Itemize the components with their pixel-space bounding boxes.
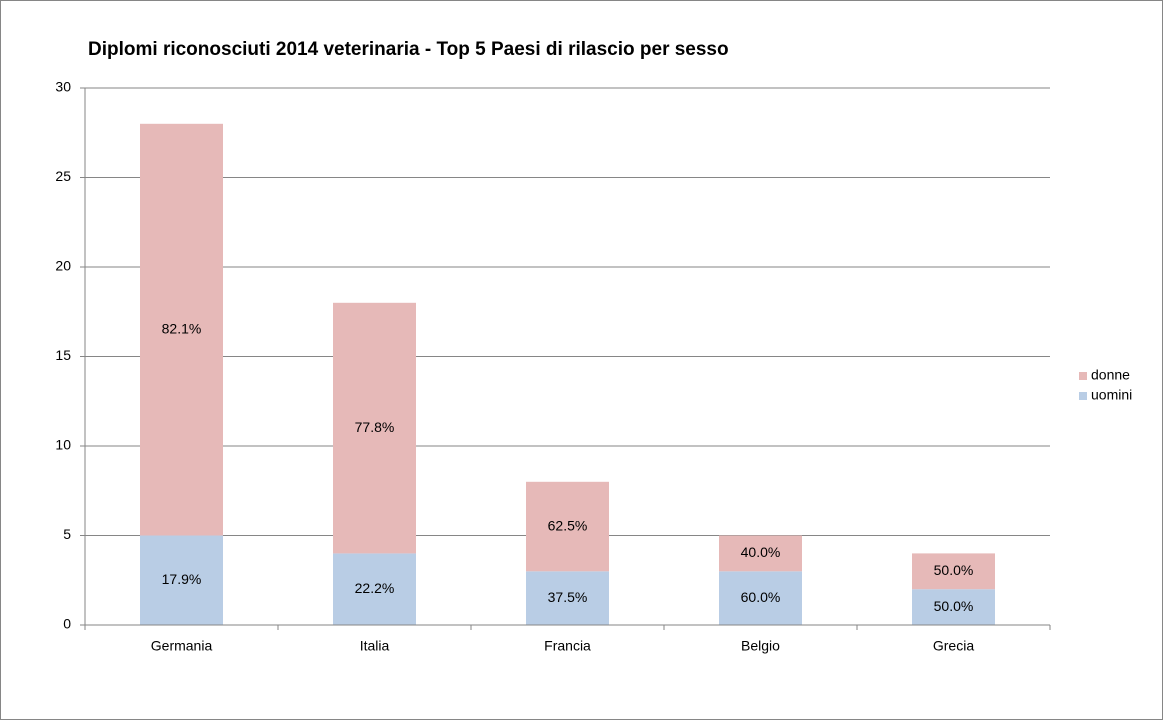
y-tick-label: 25 — [55, 168, 71, 184]
data-label: 50.0% — [934, 562, 974, 578]
chart-title: Diplomi riconosciuti 2014 veterinaria - … — [88, 39, 729, 60]
x-tick-label: Italia — [360, 638, 390, 654]
data-label: 37.5% — [548, 589, 588, 605]
bar-segment — [526, 481, 609, 572]
data-label: 82.1% — [162, 320, 202, 336]
bar-segment — [912, 553, 995, 590]
x-tick-label: Francia — [544, 638, 591, 654]
y-tick-label: 0 — [63, 616, 71, 632]
legend-swatch — [1079, 372, 1087, 380]
legend-label: uomini — [1091, 387, 1132, 403]
y-tick-label: 30 — [55, 79, 71, 95]
data-label: 22.2% — [355, 580, 395, 596]
bar-segment — [333, 302, 416, 554]
legend-label: donne — [1091, 367, 1130, 383]
data-label: 40.0% — [741, 544, 781, 560]
data-label: 77.8% — [355, 419, 395, 435]
bar-segment — [912, 589, 995, 625]
bar-segment — [719, 535, 802, 572]
x-tick-label: Grecia — [933, 638, 974, 654]
legend-swatch — [1079, 392, 1087, 400]
bar-segment — [333, 553, 416, 625]
bar-segment — [140, 535, 223, 625]
data-label: 50.0% — [934, 598, 974, 614]
x-tick-label: Germania — [151, 638, 213, 654]
data-label: 60.0% — [741, 589, 781, 605]
y-tick-label: 15 — [55, 347, 71, 363]
data-label: 17.9% — [162, 571, 202, 587]
x-tick-label: Belgio — [741, 638, 780, 654]
bar-segment — [140, 123, 223, 536]
y-tick-label: 20 — [55, 258, 71, 274]
y-tick-label: 10 — [55, 437, 71, 453]
bar-segment — [526, 571, 609, 625]
y-tick-label: 5 — [63, 526, 71, 542]
data-label: 62.5% — [548, 517, 588, 533]
bar-segment — [719, 571, 802, 625]
